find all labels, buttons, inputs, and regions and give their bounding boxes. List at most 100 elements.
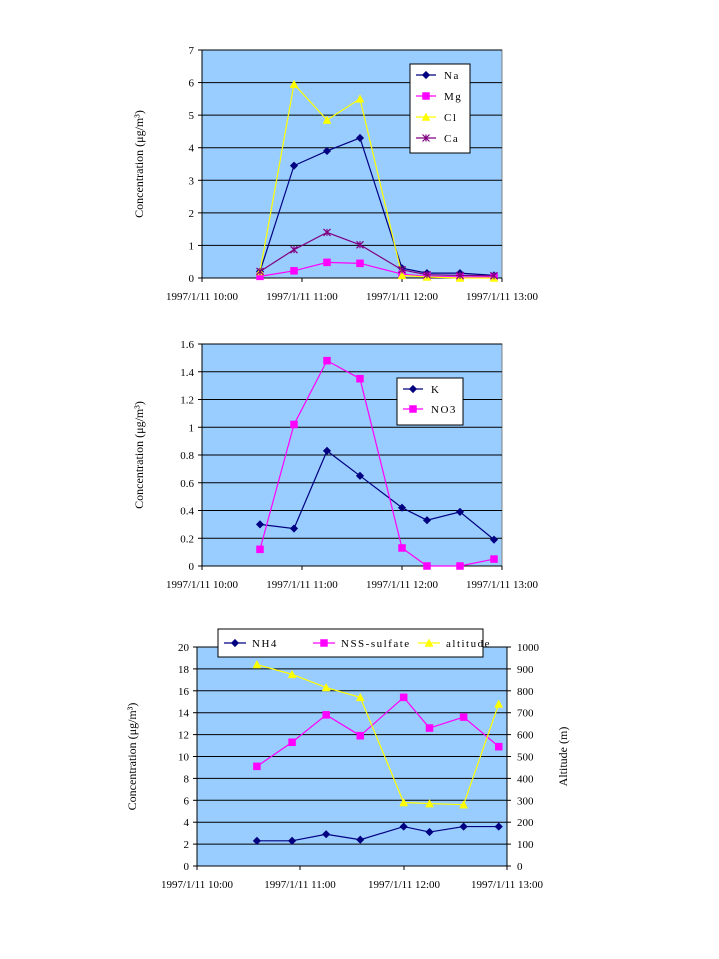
x-tick-label: 1997/1/11 11:00 [266, 579, 338, 591]
y-tick-label-right: 700 [517, 708, 534, 720]
series-line [259, 137, 495, 276]
legend-marker [409, 405, 417, 413]
data-point [355, 94, 365, 103]
x-tick-label: 1997/1/11 12:00 [368, 879, 441, 891]
y-tick-label-right: 300 [517, 795, 534, 807]
y-tick-label: 20 [178, 642, 190, 654]
data-point [425, 799, 434, 808]
y-tick-label: 0.6 [180, 478, 194, 490]
data-point [322, 711, 330, 719]
data-point [355, 692, 365, 702]
x-tick-label: 1997/1/11 10:00 [166, 579, 239, 591]
series-line [259, 231, 495, 277]
y-tick-label: 1 [189, 240, 195, 252]
x-tick-label: 1997/1/11 13:00 [466, 579, 539, 591]
series-line [256, 696, 500, 767]
x-tick-label: 1997/1/11 11:00 [264, 879, 336, 891]
data-point [425, 827, 434, 837]
y-tick-label: 0.2 [180, 533, 194, 545]
data-point [289, 161, 299, 170]
y-tick-label: 5 [189, 110, 195, 122]
chart-2: 0 0.2 0.4 0.6 0.8 1 1.2 1.4 1.6 1997/1/11 10:00 19… [132, 339, 539, 591]
chart-1: 0 1 2 3 4 5 6 7 1997/1/11 10:00 1997/1/11 11:00 19… [132, 45, 539, 303]
legend-marker [230, 638, 240, 648]
data-point [256, 267, 264, 276]
data-point [399, 797, 409, 807]
data-point [398, 265, 406, 274]
y-tick-label-right: 800 [517, 686, 534, 698]
y-tick-label-right: 1000 [517, 642, 540, 654]
data-point [455, 507, 465, 516]
data-point [355, 471, 365, 480]
data-point [459, 822, 468, 831]
series-ca [256, 228, 498, 280]
y-axis-label: Concentration (μg/m³) [125, 703, 139, 811]
y-tick-label-right: 400 [517, 773, 534, 785]
data-point [494, 699, 504, 708]
y-tick-label: 10 [178, 752, 190, 764]
y-tick-label: 2 [184, 839, 190, 851]
legend-label: NSS-sulfate [341, 638, 411, 650]
y-tick-label: 16 [178, 686, 190, 698]
y-tick-label: 1.2 [180, 395, 194, 407]
data-point [489, 535, 499, 544]
legend-marker [422, 134, 430, 142]
y-tick-label-right: 0 [517, 861, 523, 873]
data-point [399, 822, 408, 831]
x-tick-label: 1997/1/11 10:00 [161, 879, 234, 891]
data-point [490, 271, 498, 280]
series-k [255, 446, 499, 544]
data-point [290, 245, 298, 254]
data-point [252, 836, 261, 845]
data-point [459, 800, 469, 809]
data-point [323, 356, 331, 365]
y-tick-label: 18 [178, 664, 190, 676]
data-point [399, 693, 408, 702]
legend-label: Na [444, 70, 460, 82]
data-point [356, 374, 364, 383]
data-point [323, 228, 331, 237]
y-tick-label: 7 [189, 45, 195, 57]
y-tick-label: 1.6 [180, 339, 194, 351]
legend-marker [320, 639, 328, 647]
data-point [322, 830, 331, 839]
y-tick-label: 14 [178, 708, 190, 720]
legend-label: altitude [446, 638, 491, 650]
x-tick-label: 1997/1/11 12:00 [366, 579, 439, 591]
legend-label: Ca [444, 133, 459, 145]
y-tick-label-right: 600 [517, 730, 534, 742]
series-line [259, 82, 494, 279]
y-tick-label: 1 [189, 422, 195, 434]
y-tick-label: 0.8 [180, 450, 194, 462]
y-tick-label: 3 [189, 175, 195, 187]
data-point [252, 659, 262, 669]
x-tick-label: 1997/1/11 12:00 [366, 291, 439, 303]
y-tick-label-right: 900 [517, 664, 534, 676]
data-point [398, 544, 406, 552]
y-tick-label: 0.4 [180, 506, 194, 518]
y-tick-label: 1.4 [180, 367, 194, 379]
data-point [289, 79, 299, 88]
legend-label: NH4 [252, 638, 278, 650]
data-point [423, 270, 431, 279]
data-point [494, 822, 503, 831]
legend-box [409, 63, 471, 154]
data-point [397, 270, 407, 280]
series-line [259, 449, 495, 541]
series-altitude [252, 659, 504, 809]
y-tick-label: 6 [184, 795, 190, 807]
data-point [490, 555, 498, 563]
data-point [322, 446, 332, 455]
x-tick-label: 1997/1/11 13:00 [466, 291, 539, 303]
data-point [356, 731, 365, 740]
legend-marker [422, 92, 430, 100]
legend-label: K [431, 384, 440, 396]
legend: Na Mg Cl Ca [409, 63, 471, 154]
data-point [290, 267, 298, 275]
x-tick-label: 1997/1/11 10:00 [166, 291, 239, 303]
legend-box [396, 377, 464, 426]
chart-3: 0246810121416182001002003004005006007008… [125, 628, 570, 891]
legend-marker [421, 112, 431, 121]
